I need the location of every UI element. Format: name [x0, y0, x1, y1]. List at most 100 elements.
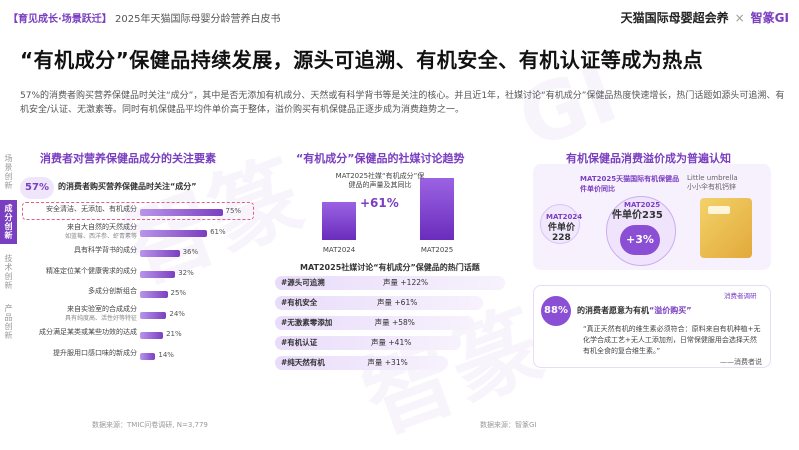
growth-label: +61%	[360, 196, 399, 210]
topic-value: 声量 +61%	[377, 298, 418, 307]
hbar-value: 25%	[170, 289, 187, 297]
brand-logos: 天猫国际母婴超会养 × 智篆GI	[621, 9, 789, 26]
hbar-label: 来自实验室的合成成分	[67, 304, 137, 313]
topic-name: #纯天然有机	[281, 358, 325, 367]
growth-circle: +3%	[620, 225, 660, 255]
product-package-image	[700, 198, 752, 258]
hbar-label: 来自大自然的天然成分	[67, 222, 137, 231]
top-bar: 【育见成长·场景跃迁】 2025年天猫国际母婴分龄营养白皮书 天猫国际母婴超会养…	[0, 0, 799, 30]
hbar-value: 75%	[225, 207, 242, 215]
hbar-sublabel-wrap: 如蓝莓、西洋参、虾青素等	[65, 232, 137, 241]
hbar-track	[140, 332, 250, 339]
tab-ingredient[interactable]: 成分创新	[0, 200, 17, 244]
report-title: 2025年天猫国际母婴分龄营养白皮书	[115, 14, 281, 25]
mat2025-label: MAT2025	[624, 201, 661, 209]
hbar-track	[140, 209, 250, 216]
tmall-brand: 天猫国际母婴超会养	[620, 11, 729, 25]
left-panel-title: 消费者对营养保健品成分的关注要素	[40, 152, 216, 165]
topic-value: 声量 +41%	[371, 338, 412, 347]
consumer-quote: “真正天然有机的维生素必须符合：原料来自有机种植+无化学合成工艺+无人工添加剂，…	[583, 325, 761, 355]
hbar-bar	[140, 229, 208, 237]
hbar-bar	[140, 270, 176, 278]
price-circle-2024	[540, 204, 580, 244]
hbar-row: 提升服用口感口味的新成分 14%	[20, 347, 270, 367]
hbar-row: 来自实验室的合成成分 具有纯度高、活性好等特征 24%	[20, 304, 270, 326]
hbar-label: 多成分创新组合	[88, 287, 137, 295]
hbar-track	[140, 352, 250, 360]
hbar-label: 具有科学背书的成分	[74, 246, 137, 254]
mat2025-price: 件单价235	[612, 210, 663, 221]
hbar-value: 24%	[169, 309, 185, 318]
x-label-mat2025: MAT2025	[420, 246, 454, 254]
x-label-mat2024: MAT2024	[322, 246, 356, 254]
mat2024-label: MAT2024	[546, 213, 583, 221]
hbar-value: 32%	[178, 268, 194, 277]
topic-name: #无激素零添加	[281, 318, 333, 327]
topic-item: #源头可追溯 声量 +122%	[275, 276, 505, 290]
topic-value: 声量 +58%	[374, 318, 415, 327]
highlight-box	[22, 202, 254, 220]
hbar-track	[140, 229, 250, 237]
brand-separator: ×	[734, 11, 745, 25]
tab-technology[interactable]: 技术创新	[4, 254, 13, 290]
hbar-row: 多成分创新组合 25%	[20, 285, 270, 305]
survey-tag: 消费者调研	[724, 292, 757, 300]
hbar-row: 成分满足某类或某些功效的达成 21%	[20, 326, 270, 346]
section-tag: 【育见成长·场景跃迁】	[8, 14, 112, 25]
hbar-value: 61%	[210, 227, 226, 236]
right-panel-title: 有机保健品消费溢价成为普遍认知	[566, 152, 731, 165]
hbar-label: 提升服用口感口味的新成分	[53, 348, 137, 357]
topic-name: #源头可追溯	[281, 278, 325, 287]
middle-panel-title: “有机成分”保健品的社媒讨论趋势	[296, 152, 465, 165]
mat2024-price-label: 件单价	[548, 223, 576, 233]
chart-note: MAT2025社媒“有机成分”保健品的声量及其同比	[335, 172, 425, 189]
mat2024-price: 228	[552, 233, 571, 243]
side-tabs: 场景创新 成分创新 技术创新 产品创新	[0, 150, 17, 350]
gi-brand: 智篆GI	[750, 11, 789, 25]
survey-badge: 88%	[541, 296, 571, 326]
hbar-bar	[140, 209, 223, 216]
hbar-value: 14%	[158, 350, 174, 359]
tab-product[interactable]: 产品创新	[4, 304, 13, 340]
tab-scene[interactable]: 场景创新	[4, 154, 13, 190]
page-title: “有机成分”保健品持续发展，源头可追溯、有机安全、有机认证等成为热点	[20, 48, 704, 72]
hbar-track	[140, 250, 250, 257]
vbar-chart: MAT2024 MAT2025	[300, 168, 470, 258]
intro-text: 57%的消费者购买营养保健品时关注“成分”，其中是否无添加有机成分、天然或有科学…	[20, 91, 785, 115]
hbar-bar	[140, 332, 164, 339]
hbar-track	[140, 270, 250, 278]
topic-value: 声量 +31%	[367, 358, 408, 367]
topics-title: MAT2025社媒讨论“有机成分”保健品的热门话题	[300, 263, 480, 272]
hbar-track	[140, 291, 250, 298]
bar-mat2025	[420, 178, 454, 240]
hbar-bar	[140, 250, 180, 257]
topic-item: #有机认证 声量 +41%	[275, 336, 461, 350]
hbar-bar	[140, 311, 167, 319]
report-tag: 【育见成长·场景跃迁】 2025年天猫国际母婴分龄营养白皮书	[8, 10, 280, 25]
survey-card	[533, 285, 771, 368]
bar-mat2024	[322, 201, 356, 240]
hbar-bar	[140, 291, 168, 298]
hbar-label: 成分满足某类或某些功效的达成	[39, 328, 137, 336]
topic-item: #纯天然有机 声量 +31%	[275, 356, 448, 370]
hbar-label: 安全清洁、无添加、有机成分	[46, 205, 137, 213]
hbar-value: 21%	[166, 330, 182, 338]
topic-item: #有机安全 声量 +61%	[275, 296, 483, 310]
hbar-row: 安全清洁、无添加、有机成分 75%	[20, 203, 270, 223]
hbar-sublabel: 具有纯度高、活性好等特征	[64, 314, 137, 322]
hbar-row: 精准定位某个健康需求的成分 32%	[20, 265, 270, 285]
product-name: Little umbrella	[687, 174, 738, 182]
hbar-sublabel-wrap: 具有纯度高、活性好等特征	[65, 314, 137, 323]
hbar-sublabel: 如蓝莓、西洋参、虾青素等	[64, 232, 137, 240]
left-source: 数据来源：TMIC问卷调研, N=3,779	[92, 421, 208, 429]
hbar-track	[140, 311, 250, 319]
topic-item: #无激素零添加 声量 +58%	[275, 316, 475, 330]
quote-attribution: ——消费者说	[720, 358, 762, 366]
stat-badge: 57%	[20, 177, 54, 199]
middle-source: 数据来源：智篆GI	[480, 421, 537, 429]
product-desc: 小小伞有机钙锌	[687, 183, 736, 191]
hbar-row: 具有科学背书的成分 36%	[20, 244, 270, 264]
stat-subtitle: 的消费者购买营养保健品时关注“成分”	[58, 182, 197, 191]
product-name-block: Little umbrella 小小伞有机钙锌	[687, 174, 738, 192]
survey-question: 的消费者愿意为有机“溢价购买”	[577, 305, 692, 316]
